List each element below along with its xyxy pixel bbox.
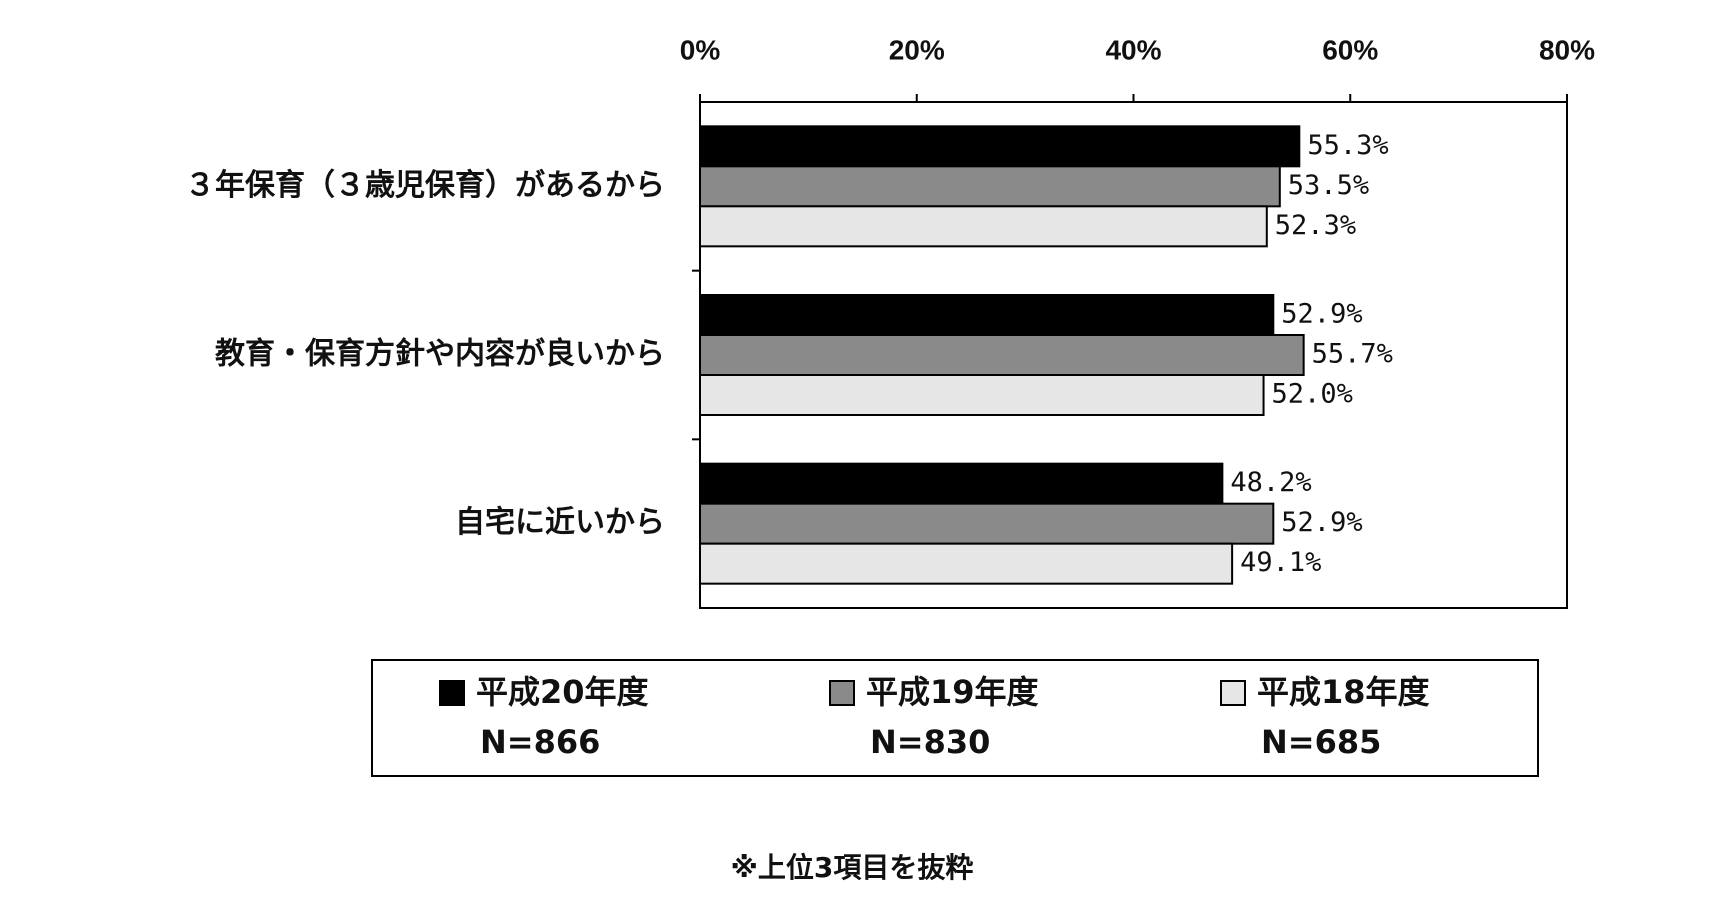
value-label: 55.3% xyxy=(1307,130,1388,161)
value-label: 49.1% xyxy=(1240,547,1321,578)
legend-swatch xyxy=(439,680,465,706)
category-label: 教育・保育方針や内容が良いから xyxy=(215,337,665,372)
x-tick-label: 0% xyxy=(680,34,721,65)
bar xyxy=(699,334,1305,376)
legend-label: 平成20年度 xyxy=(476,673,649,711)
value-label: 55.7% xyxy=(1312,339,1393,370)
bar xyxy=(699,165,1281,208)
footnote: ※上位3項目を抜粋 xyxy=(731,851,974,884)
category-label: 自宅に近いから xyxy=(455,505,665,540)
bar xyxy=(699,542,1234,585)
bar xyxy=(699,205,1268,248)
bar xyxy=(699,502,1275,545)
bar xyxy=(699,374,1265,416)
value-label: 52.9% xyxy=(1281,299,1362,330)
bar xyxy=(699,125,1301,168)
value-label: 52.0% xyxy=(1272,379,1353,410)
legend-n: N=830 xyxy=(870,723,990,761)
legend-n: N=866 xyxy=(480,723,600,761)
legend-box xyxy=(371,659,1539,777)
x-tick-label: 80% xyxy=(1539,34,1595,65)
value-label: 48.2% xyxy=(1230,467,1311,498)
value-label: 52.9% xyxy=(1281,507,1362,538)
x-tick-label: 40% xyxy=(1105,34,1161,65)
legend-swatch xyxy=(1220,680,1246,706)
x-tick-label: 20% xyxy=(889,34,945,65)
category-label: ３年保育（３歳児保育）があるから xyxy=(185,168,665,203)
x-tick-label: 60% xyxy=(1322,34,1378,65)
bar xyxy=(699,294,1275,336)
bar xyxy=(699,462,1224,505)
value-label: 52.3% xyxy=(1275,210,1356,241)
legend-label: 平成18年度 xyxy=(1257,673,1430,711)
legend-n: N=685 xyxy=(1261,723,1381,761)
legend-swatch xyxy=(829,680,855,706)
value-label: 53.5% xyxy=(1288,170,1369,201)
legend-label: 平成19年度 xyxy=(866,673,1039,711)
